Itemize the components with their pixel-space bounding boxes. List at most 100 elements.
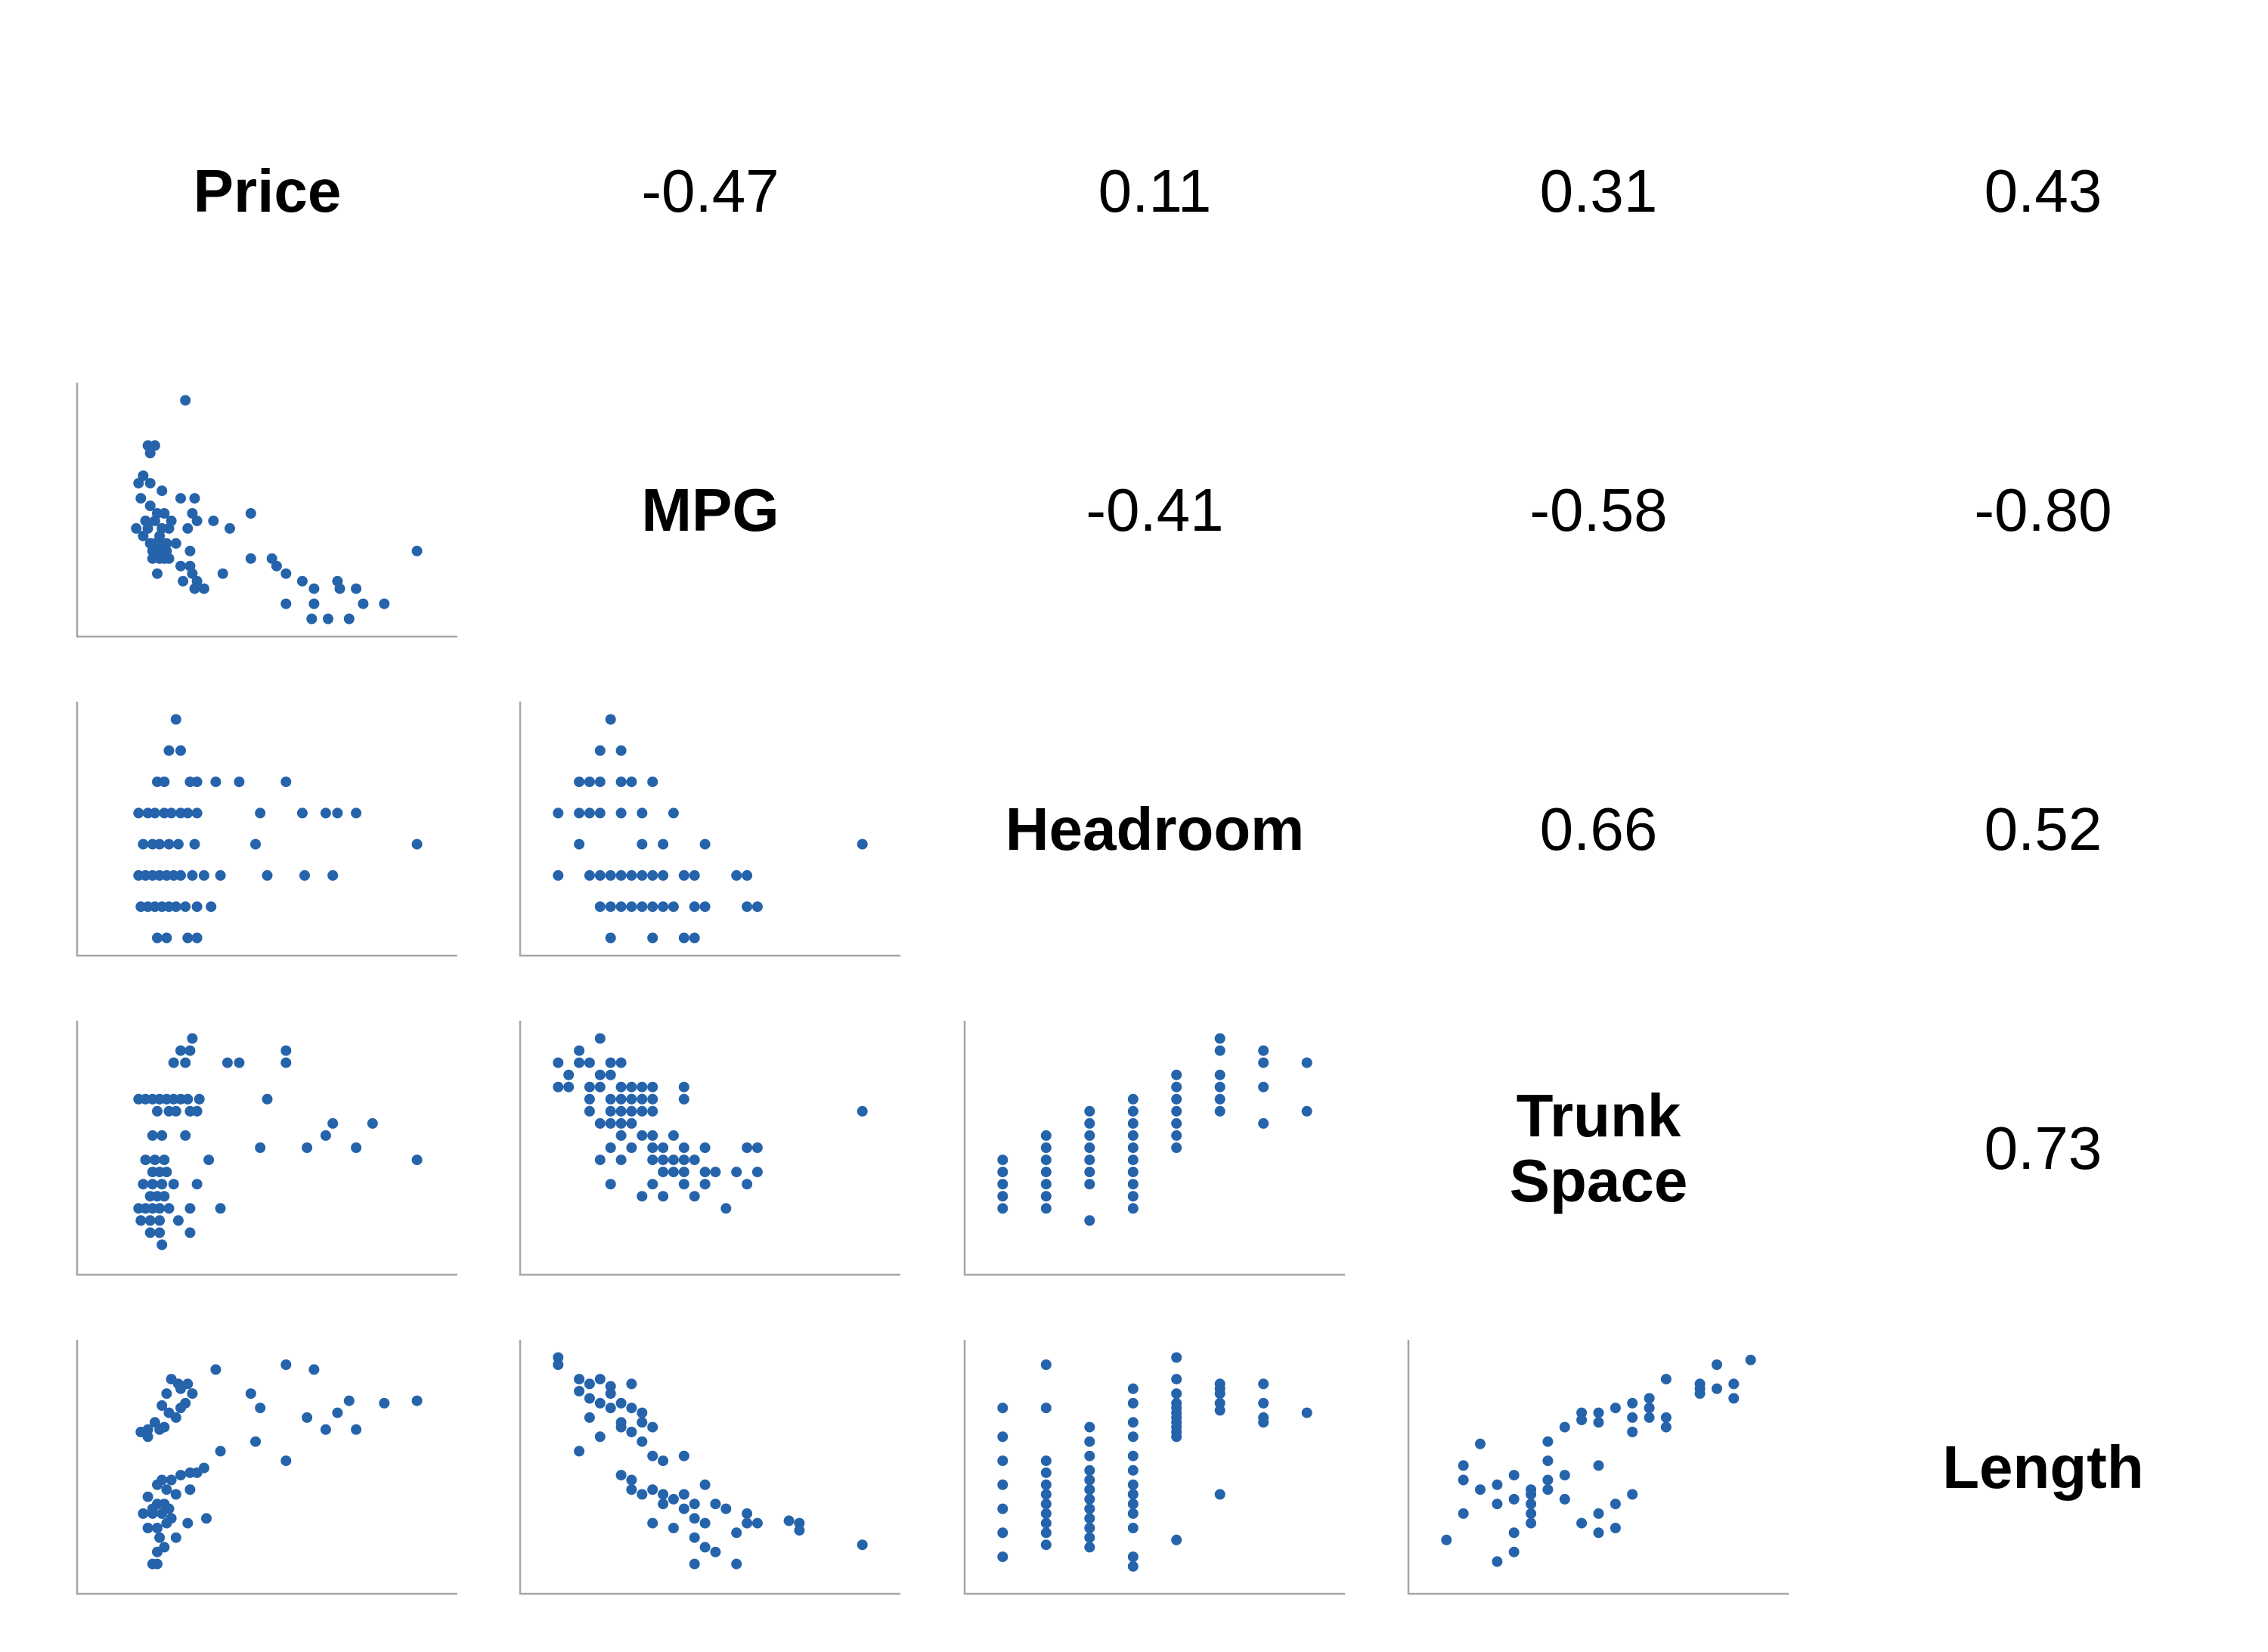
data-point bbox=[1214, 1489, 1225, 1500]
data-point bbox=[668, 1493, 679, 1505]
correlation-value: 0.31 bbox=[1540, 157, 1658, 225]
data-point bbox=[1728, 1393, 1740, 1404]
data-point bbox=[323, 613, 333, 625]
data-point bbox=[710, 1167, 721, 1178]
data-point bbox=[1084, 1513, 1095, 1524]
data-point bbox=[1745, 1354, 1756, 1365]
data-point bbox=[131, 522, 142, 534]
data-point bbox=[379, 598, 390, 609]
data-point bbox=[1084, 1142, 1095, 1153]
data-point bbox=[1475, 1438, 1486, 1449]
data-point bbox=[1084, 1493, 1095, 1505]
data-point bbox=[997, 1402, 1009, 1414]
data-point bbox=[668, 807, 679, 819]
data-point bbox=[343, 613, 355, 625]
data-point bbox=[133, 478, 144, 489]
data-point bbox=[1084, 1155, 1095, 1166]
data-point bbox=[615, 1105, 627, 1117]
data-point bbox=[1040, 1179, 1052, 1190]
data-point bbox=[553, 1057, 564, 1068]
data-point bbox=[1492, 1556, 1503, 1567]
data-point bbox=[699, 1179, 711, 1190]
data-point bbox=[626, 1484, 637, 1495]
data-point bbox=[1214, 1105, 1225, 1117]
data-point bbox=[647, 1130, 658, 1141]
data-point bbox=[678, 1167, 689, 1178]
data-point bbox=[678, 932, 689, 944]
data-point bbox=[296, 807, 308, 819]
data-point bbox=[215, 1203, 226, 1214]
correlation-value: 0.11 bbox=[1098, 157, 1212, 225]
data-point bbox=[1127, 1464, 1139, 1476]
data-point bbox=[742, 869, 753, 881]
panel-axes bbox=[76, 1340, 457, 1595]
data-point bbox=[250, 838, 261, 850]
data-point bbox=[553, 1359, 564, 1370]
data-point bbox=[1084, 1450, 1095, 1461]
data-point bbox=[1084, 1167, 1095, 1178]
data-point bbox=[225, 522, 235, 534]
data-point bbox=[1458, 1474, 1469, 1486]
data-point bbox=[584, 1057, 595, 1068]
data-point bbox=[689, 1155, 700, 1166]
data-point bbox=[594, 1069, 606, 1080]
data-point bbox=[584, 1081, 595, 1093]
data-point bbox=[1171, 1431, 1182, 1443]
data-point bbox=[168, 1179, 179, 1190]
data-point bbox=[1040, 1203, 1052, 1214]
data-point bbox=[1610, 1402, 1621, 1414]
data-point bbox=[584, 869, 595, 881]
data-point bbox=[647, 1093, 658, 1105]
data-point bbox=[1040, 1508, 1052, 1519]
data-point bbox=[187, 568, 198, 579]
data-point bbox=[731, 1558, 742, 1570]
data-point bbox=[147, 1130, 158, 1141]
correlation-value: -0.80 bbox=[1974, 476, 2112, 544]
data-point bbox=[189, 583, 200, 594]
data-point bbox=[1040, 1489, 1052, 1500]
correlation-coefficients: -0.47 0.11 0.31 0.43 -0.41 -0.58 -0.80 0.66 0.52… bbox=[641, 157, 2112, 1182]
data-point bbox=[647, 1517, 658, 1529]
data-point bbox=[553, 807, 564, 819]
data-point bbox=[1040, 1155, 1052, 1166]
data-point bbox=[159, 508, 170, 519]
data-point bbox=[163, 838, 175, 850]
data-point bbox=[191, 515, 203, 526]
data-point bbox=[159, 1155, 170, 1166]
data-point bbox=[678, 1179, 689, 1190]
data-point bbox=[605, 1179, 616, 1190]
data-point bbox=[135, 1215, 147, 1226]
data-point bbox=[280, 568, 292, 579]
data-point bbox=[245, 1388, 256, 1399]
data-point bbox=[255, 1142, 266, 1153]
data-point bbox=[327, 869, 339, 881]
scatter-panel-mpg-vs-trunk-space bbox=[519, 1021, 900, 1276]
data-point bbox=[1084, 1532, 1095, 1543]
data-point bbox=[1040, 1402, 1052, 1414]
data-point bbox=[647, 1450, 658, 1461]
data-point bbox=[180, 1057, 191, 1068]
scatter-panel-price-vs-headroom bbox=[76, 702, 457, 957]
data-point bbox=[161, 1484, 172, 1495]
scatter-panel-mpg-vs-headroom bbox=[519, 702, 900, 957]
data-point bbox=[699, 1479, 711, 1490]
panel-axes bbox=[1407, 1340, 1789, 1595]
data-point bbox=[1593, 1508, 1604, 1519]
data-point bbox=[175, 1470, 186, 1481]
data-point bbox=[1127, 1417, 1139, 1428]
data-point bbox=[280, 1045, 292, 1056]
data-point bbox=[411, 1395, 423, 1406]
data-point bbox=[626, 1378, 637, 1390]
data-point bbox=[166, 1474, 177, 1486]
data-point bbox=[605, 1142, 616, 1153]
data-point bbox=[563, 1081, 575, 1093]
data-point bbox=[367, 1117, 378, 1129]
data-point bbox=[156, 1400, 168, 1411]
data-point bbox=[154, 1203, 166, 1214]
data-point bbox=[1644, 1412, 1655, 1423]
data-point bbox=[605, 901, 616, 913]
data-point bbox=[182, 522, 194, 534]
data-point bbox=[170, 1105, 181, 1117]
data-point bbox=[1171, 1388, 1182, 1399]
